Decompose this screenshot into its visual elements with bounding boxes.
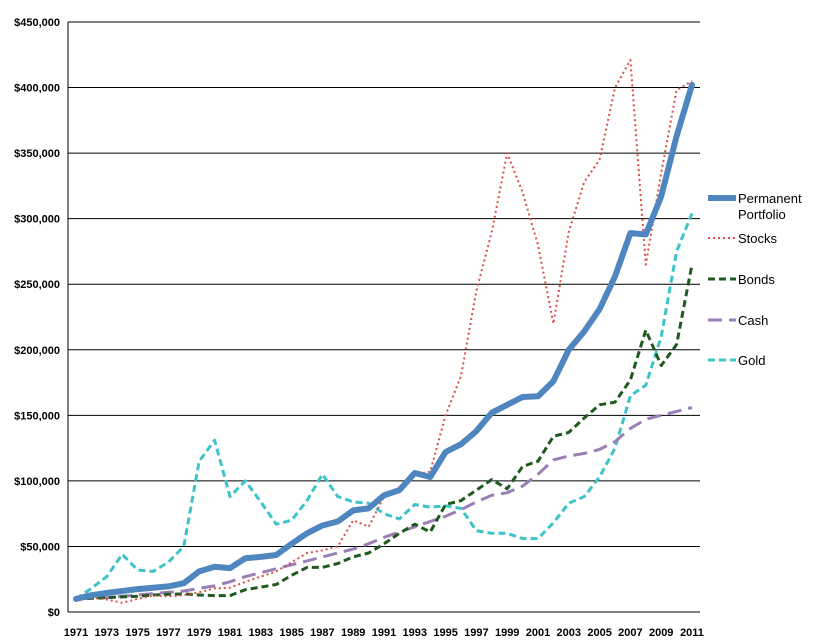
x-tick-label: 1991 xyxy=(372,627,396,639)
x-axis-tick-labels: 1971 1973 1975 1977 1979 1981 1983 1985 1987 1989… xyxy=(64,627,704,639)
y-tick-label: $400,000 xyxy=(14,83,60,95)
y-tick-label: $100,000 xyxy=(14,476,60,488)
x-tick-label: 1979 xyxy=(187,627,211,639)
x-tick-label: 2009 xyxy=(649,627,673,639)
series-line-bonds xyxy=(75,264,694,601)
x-tick-label: 1997 xyxy=(464,627,488,639)
y-tick-label: $150,000 xyxy=(14,410,60,422)
y-tick-label: $300,000 xyxy=(14,214,60,226)
legend-label: Stocks xyxy=(738,231,778,246)
x-tick-label: 1971 xyxy=(64,627,88,639)
x-tick-label: 1987 xyxy=(310,627,334,639)
x-tick-label: 1975 xyxy=(125,627,149,639)
x-tick-label: 1989 xyxy=(341,627,365,639)
y-tick-label: $0 xyxy=(48,607,60,619)
series-lines xyxy=(73,59,695,604)
series-line-permanent-portfolio xyxy=(73,81,695,602)
x-tick-label: 1983 xyxy=(249,627,273,639)
x-tick-label: 1981 xyxy=(218,627,242,639)
gridlines xyxy=(68,21,700,613)
x-tick-label: 2007 xyxy=(618,627,642,639)
y-tick-label: $50,000 xyxy=(20,541,60,553)
x-tick-label: 1995 xyxy=(433,627,457,639)
x-tick-label: 1999 xyxy=(495,627,519,639)
x-tick-label: 1985 xyxy=(279,627,303,639)
x-tick-label: 1993 xyxy=(403,627,427,639)
legend-label: Cash xyxy=(738,313,768,328)
x-tick-label: 2001 xyxy=(526,627,550,639)
y-axis-tick-labels: $0 $50,000 $100,000 $150,000 $200,000 $250,00… xyxy=(14,17,60,619)
series-line-cash xyxy=(75,406,693,601)
x-tick-label: 2003 xyxy=(557,627,581,639)
legend-label: Gold xyxy=(738,353,765,368)
legend-label: Bonds xyxy=(738,272,775,287)
x-tick-label: 1977 xyxy=(156,627,180,639)
y-tick-label: $350,000 xyxy=(14,148,60,160)
legend: Permanent Portfolio Stocks Bonds Cash Gold xyxy=(708,191,802,368)
y-tick-label: $200,000 xyxy=(14,345,60,357)
x-tick-label: 1973 xyxy=(95,627,119,639)
y-tick-label: $250,000 xyxy=(14,279,60,291)
series-line-stocks xyxy=(75,59,693,604)
y-tick-label: $450,000 xyxy=(14,17,60,29)
x-tick-label: 2011 xyxy=(680,627,704,639)
series-line-gold xyxy=(75,212,694,601)
legend-label: Permanent Portfolio xyxy=(738,191,802,222)
x-tick-label: 2005 xyxy=(587,627,611,639)
